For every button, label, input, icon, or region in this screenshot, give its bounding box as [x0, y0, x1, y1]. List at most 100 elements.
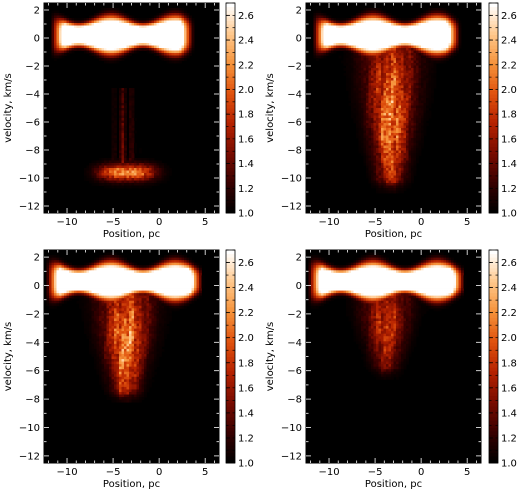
heatmap-cell [171, 40, 175, 44]
heatmap-cell [76, 300, 80, 304]
heatmap-cell [396, 120, 399, 124]
heatmap-cell [321, 30, 324, 34]
heatmap-cell [89, 20, 92, 24]
heatmap-cell [91, 280, 95, 284]
heatmap-cell [381, 40, 384, 44]
heatmap-cell [94, 285, 97, 289]
heatmap-cell [423, 103, 427, 106]
heatmap-cell [403, 130, 407, 134]
heatmap-cell [91, 48, 95, 51]
heatmap-cell [114, 175, 117, 179]
heatmap-cell [184, 33, 187, 36]
heatmap-cell [403, 70, 407, 74]
heatmap-cell [373, 123, 377, 126]
heatmap-cell [134, 175, 137, 179]
heatmap-cell [59, 45, 62, 49]
heatmap-cell [86, 300, 90, 304]
heatmap-cell [353, 48, 357, 51]
heatmap-cell [386, 93, 389, 96]
heatmap-cell [426, 43, 429, 46]
heatmap-cell [66, 35, 70, 39]
heatmap-cell [428, 43, 432, 46]
heatmap-cell [398, 160, 402, 164]
heatmap-cell [391, 180, 394, 184]
heatmap-cell [126, 185, 130, 189]
heatmap-cell [119, 170, 122, 174]
heatmap-cell [371, 178, 374, 181]
heatmap-cell [79, 285, 82, 289]
heatmap-cell [418, 58, 422, 61]
heatmap-cell [388, 15, 392, 19]
heatmap-cell [351, 65, 354, 69]
heatmap-cell [109, 170, 112, 174]
heatmap-cell [368, 60, 372, 64]
heatmap-cell [408, 168, 412, 171]
heatmap-cell [418, 125, 422, 129]
heatmap-cell [169, 38, 172, 41]
heatmap-cell [398, 163, 402, 166]
heatmap-cell [458, 38, 462, 41]
heatmap-cell [331, 50, 334, 54]
heatmap-cell [381, 53, 384, 56]
heatmap-cell [351, 80, 354, 84]
heatmap-cell [86, 48, 90, 51]
heatmap-cell [383, 40, 387, 44]
y-tick-label: −6 [287, 118, 302, 129]
heatmap-cell [391, 148, 394, 151]
heatmap-cell [391, 65, 394, 69]
colorbar-segment [489, 94, 498, 98]
heatmap-cell [383, 135, 387, 139]
colorbar-segment [226, 132, 235, 137]
heatmap-cell [456, 20, 459, 24]
heatmap-cell [371, 158, 374, 161]
heatmap-cell [191, 38, 195, 41]
heatmap-cell [398, 173, 402, 176]
heatmap-cell [51, 35, 55, 39]
heatmap-cell [151, 40, 155, 44]
heatmap-cell [393, 108, 397, 111]
heatmap-cell [124, 15, 127, 19]
heatmap-cell [363, 118, 367, 121]
heatmap-cell [413, 168, 417, 171]
heatmap-cell [363, 143, 367, 146]
heatmap-cell [99, 168, 102, 171]
heatmap-cell [56, 45, 60, 49]
heatmap-cell [378, 13, 382, 16]
colorbar-segment [226, 55, 235, 60]
heatmap-cell [169, 10, 172, 14]
heatmap-cell [366, 170, 369, 174]
heatmap-cell [423, 88, 427, 91]
heatmap-cell [398, 85, 402, 89]
heatmap-cell [181, 43, 185, 46]
heatmap-cell [169, 25, 172, 29]
heatmap-cell [84, 303, 87, 307]
colorbar-segment [226, 76, 235, 81]
heatmap-cell [106, 25, 110, 29]
heatmap-cell [96, 163, 100, 166]
heatmap-cell [154, 28, 157, 31]
heatmap-cell [428, 8, 432, 11]
heatmap-cell [176, 30, 180, 34]
heatmap-cell [51, 275, 55, 279]
heatmap-cell [81, 23, 85, 26]
heatmap-cell [161, 48, 165, 51]
heatmap-cell [423, 18, 427, 21]
heatmap-cell [416, 43, 419, 46]
heatmap-cell [131, 108, 135, 111]
heatmap-cell [446, 23, 449, 26]
heatmap-cell [111, 143, 115, 146]
heatmap-cell [69, 25, 72, 29]
heatmap-cell [94, 20, 97, 24]
heatmap-cell [106, 33, 110, 36]
heatmap-cell [393, 55, 397, 59]
heatmap-cell [313, 40, 317, 44]
heatmap-cell [156, 43, 160, 46]
heatmap-cell [358, 115, 362, 119]
heatmap-cell [121, 100, 125, 104]
heatmap-cell [451, 18, 454, 21]
heatmap-cell [418, 63, 422, 66]
heatmap-cell [348, 50, 352, 54]
heatmap-cell [423, 85, 427, 89]
heatmap-cell [111, 53, 115, 56]
heatmap-cell [383, 23, 387, 26]
